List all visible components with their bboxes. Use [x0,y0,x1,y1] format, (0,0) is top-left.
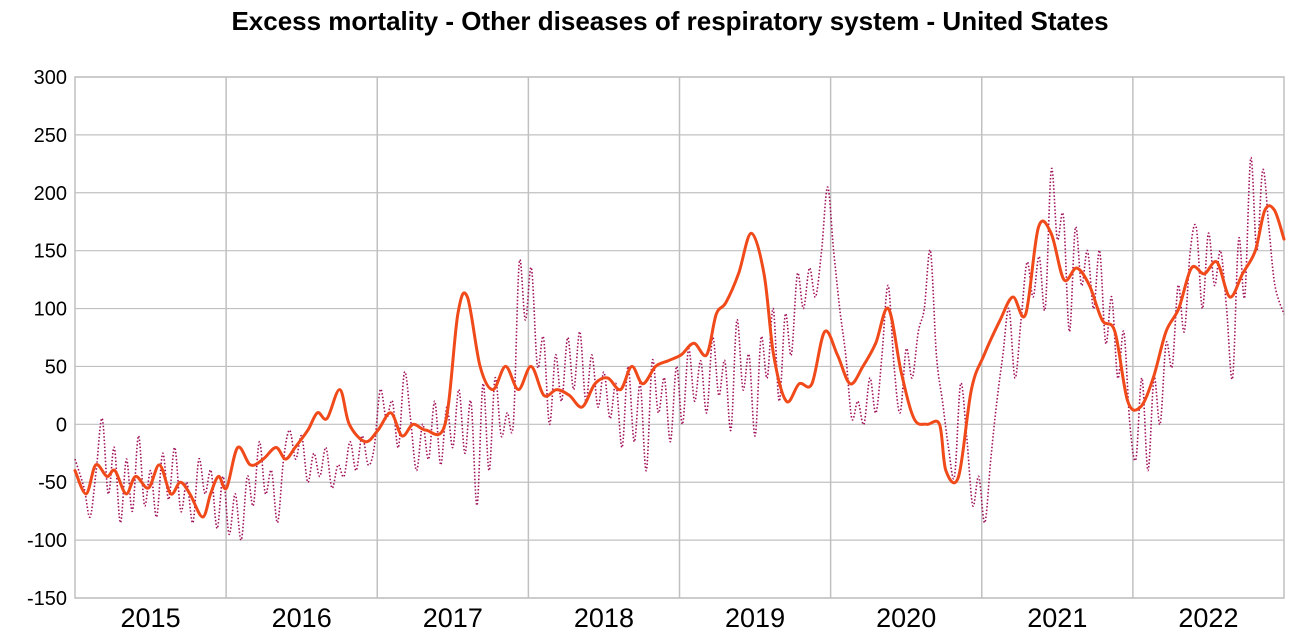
x-year-label: 2021 [1027,603,1087,633]
y-tick-label: -100 [27,530,67,552]
y-tick-label: 50 [45,356,67,378]
y-tick-label: 200 [34,183,67,205]
x-year-label: 2020 [876,603,936,633]
year-dividers [225,77,1134,598]
y-tick-label: 300 [34,67,67,89]
x-year-label: 2015 [121,603,181,633]
y-tick-label: 100 [34,299,67,321]
smoothed-series [73,204,1286,519]
smoothed-line [73,204,1286,519]
x-year-label: 2022 [1178,603,1238,633]
chart-title: Excess mortality - Other diseases of res… [231,6,1109,36]
x-year-label: 2018 [574,603,634,633]
y-tick-label: -150 [27,588,67,610]
x-year-label: 2017 [423,603,483,633]
x-year-label: 2019 [725,603,785,633]
x-year-label: 2016 [272,603,332,633]
y-tick-label: 250 [34,125,67,147]
y-axis-ticks: 300 250 200 150 100 50 0 -50 -100 -150 [27,67,67,610]
y-tick-label: 150 [34,241,67,263]
y-tick-label: 0 [56,414,67,436]
x-axis-year-labels: 2015 2016 2017 2018 2019 2020 2021 2022 [121,603,1239,633]
plot-frame [74,76,1285,599]
y-tick-label: -50 [38,472,67,494]
